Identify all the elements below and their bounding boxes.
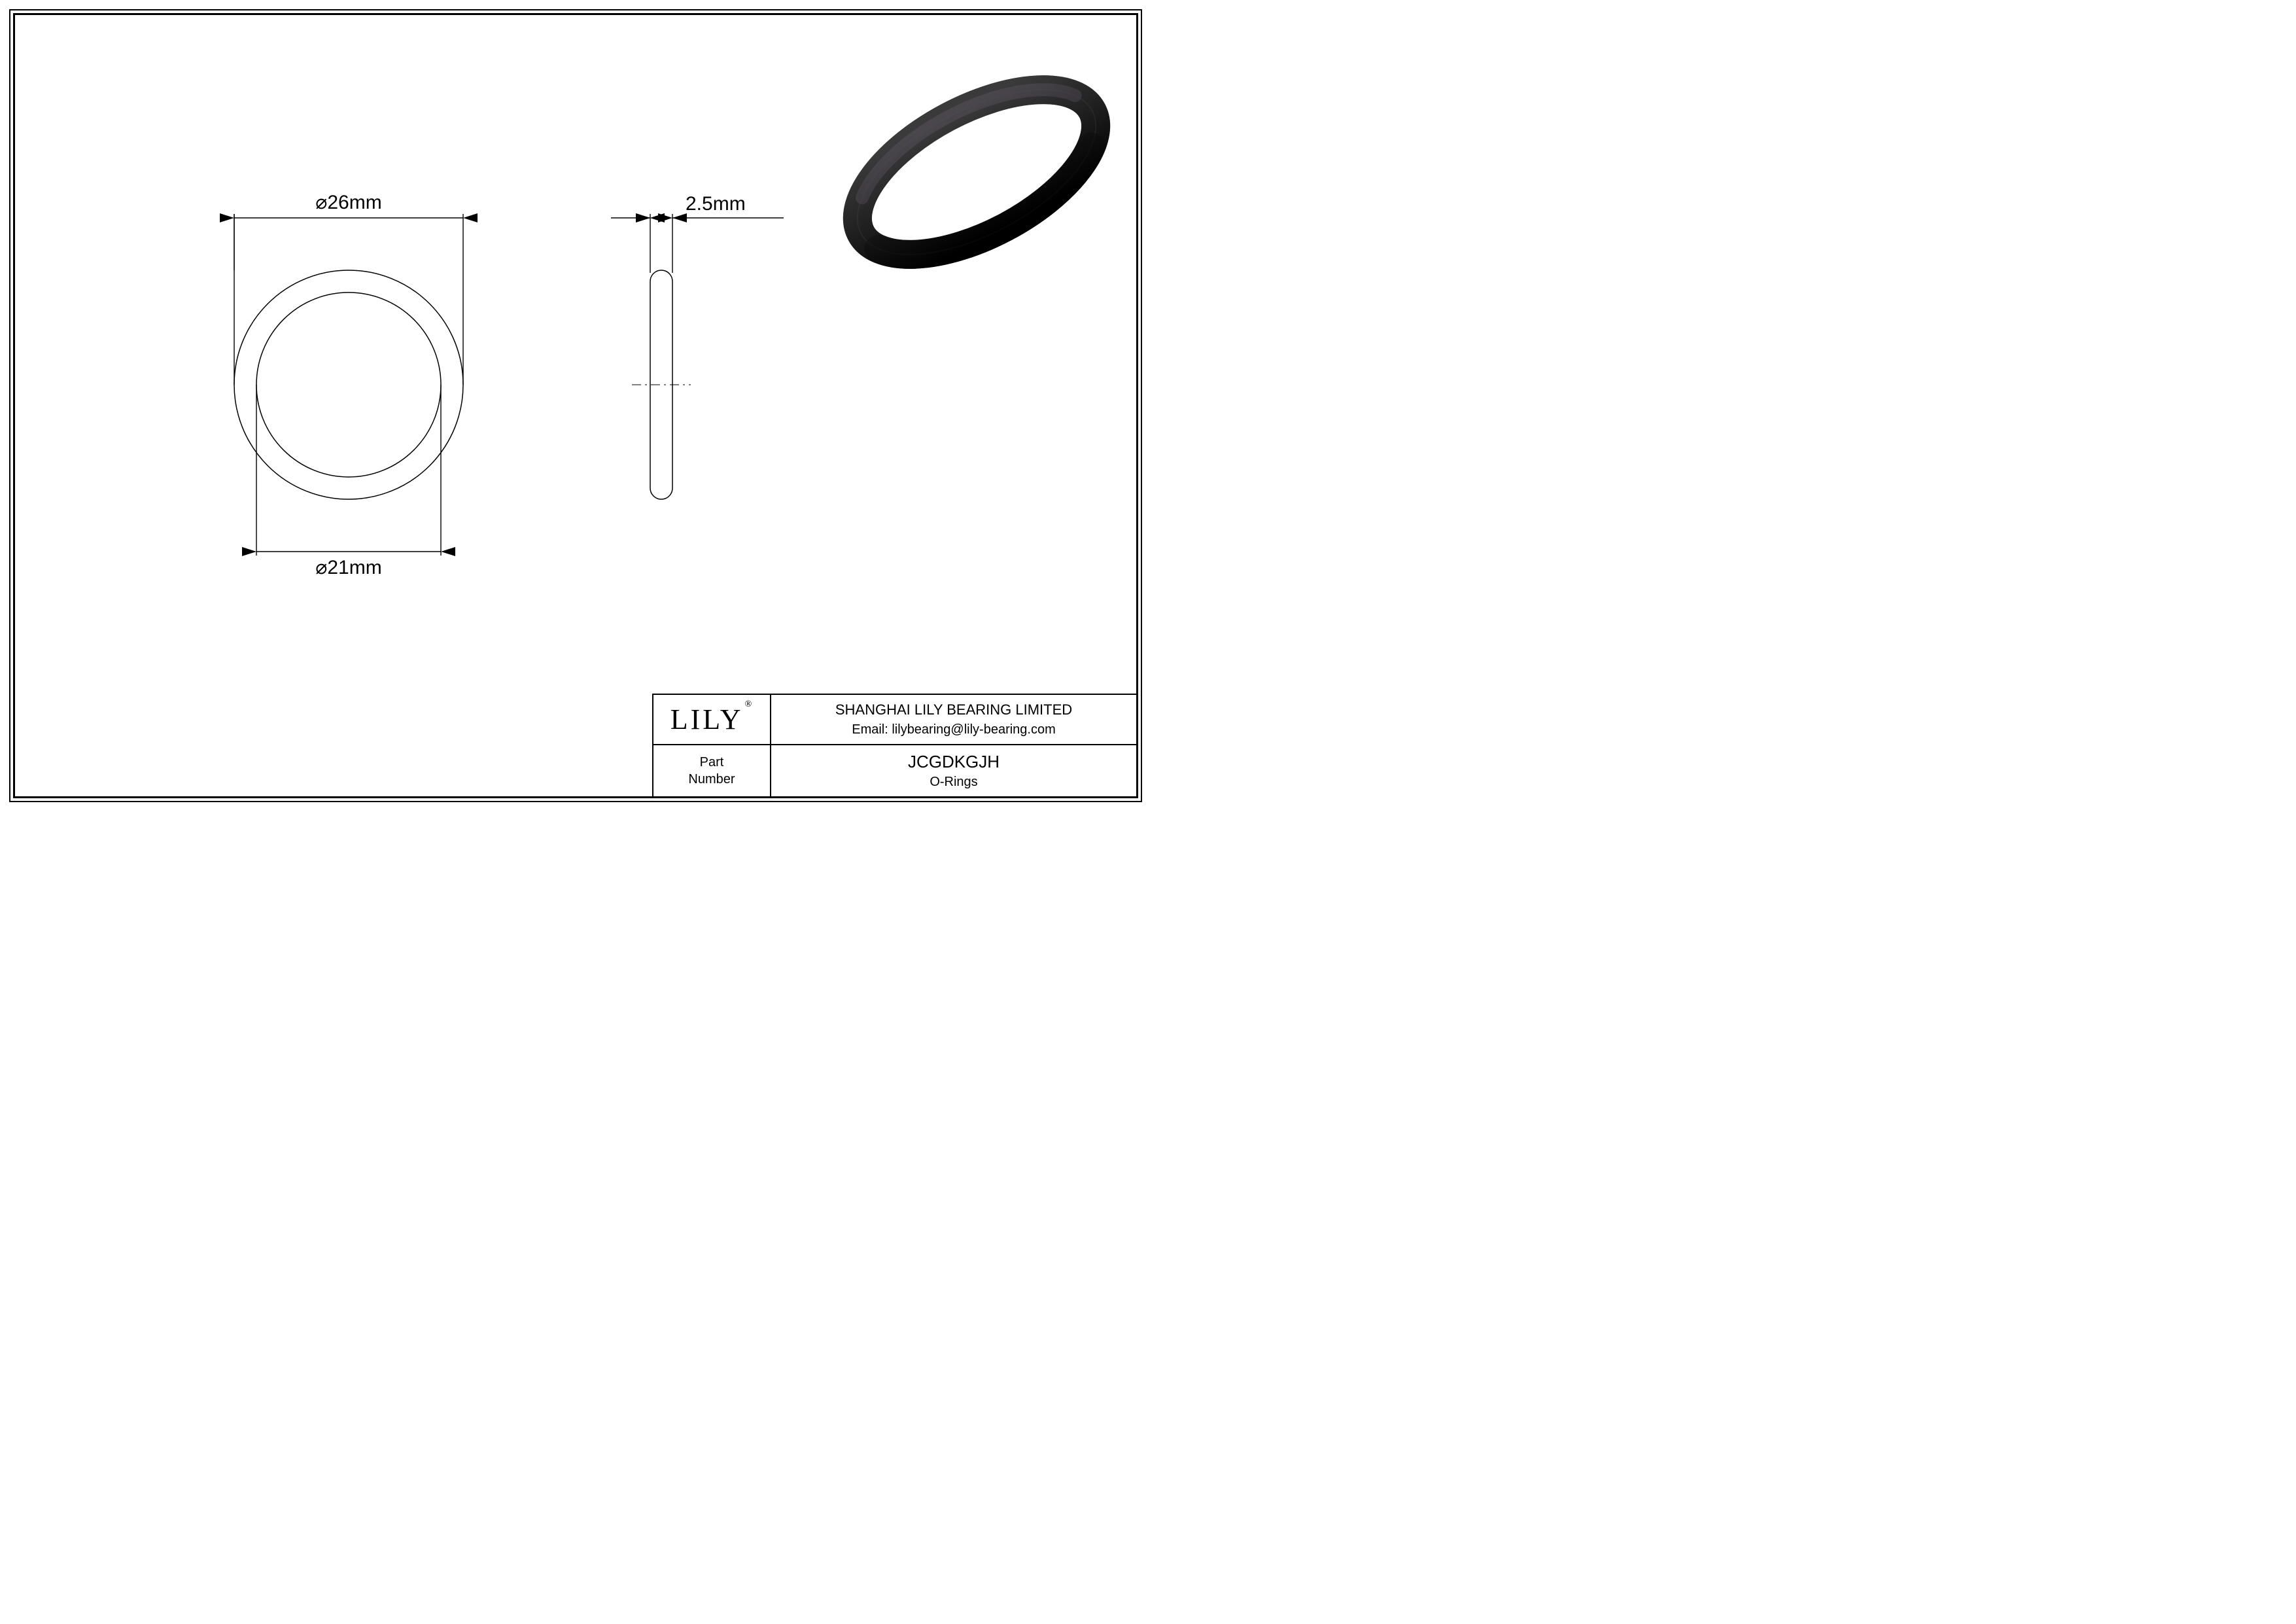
part-number-value: JCGDKGJH xyxy=(908,752,1000,772)
title-block-row-part: PartNumber JCGDKGJH O-Rings xyxy=(653,745,1136,796)
part-number-label-cell: PartNumber xyxy=(653,745,771,796)
drawing-sheet: ⌀26mm ⌀21mm 2.5mm LILY® SHANGHAI LILY BEAR… xyxy=(13,13,1138,798)
drawing-area: ⌀26mm ⌀21mm 2.5mm xyxy=(15,15,1136,796)
logo-text: LILY® xyxy=(670,705,753,734)
registered-mark: ® xyxy=(745,699,755,709)
title-block-row-company: LILY® SHANGHAI LILY BEARING LIMITED Emai… xyxy=(653,695,1136,745)
part-description: O-Rings xyxy=(930,775,977,790)
part-number-cell: JCGDKGJH O-Rings xyxy=(771,745,1136,796)
cross-section-label: 2.5mm xyxy=(686,193,746,215)
inner-diameter-label: ⌀21mm xyxy=(315,557,381,578)
company-name: SHANGHAI LILY BEARING LIMITED xyxy=(835,701,1072,718)
logo-cell: LILY® xyxy=(653,695,771,744)
technical-drawing-svg: ⌀26mm ⌀21mm 2.5mm xyxy=(15,15,1140,800)
company-email: Email: lilybearing@lily-bearing.com xyxy=(852,722,1056,737)
logo-label: LILY xyxy=(670,703,744,735)
company-cell: SHANGHAI LILY BEARING LIMITED Email: lil… xyxy=(771,695,1136,744)
outer-diameter-label: ⌀26mm xyxy=(315,192,381,213)
part-number-label: PartNumber xyxy=(688,754,735,788)
title-block: LILY® SHANGHAI LILY BEARING LIMITED Emai… xyxy=(652,694,1136,796)
